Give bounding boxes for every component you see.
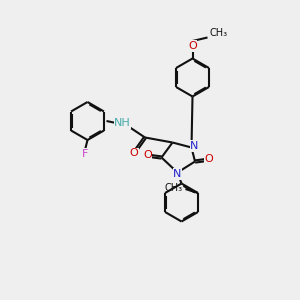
Text: N: N [190, 141, 199, 151]
Text: O: O [188, 41, 197, 51]
Text: N: N [173, 169, 182, 179]
Text: O: O [205, 154, 213, 164]
Text: O: O [130, 148, 138, 158]
Text: CH₃: CH₃ [165, 183, 183, 193]
Text: CH₃: CH₃ [210, 28, 228, 38]
Text: O: O [143, 150, 152, 160]
Text: F: F [82, 149, 88, 159]
Text: NH: NH [114, 118, 131, 128]
